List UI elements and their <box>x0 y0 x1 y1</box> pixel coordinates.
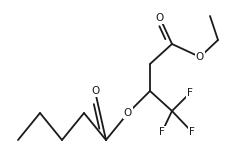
Text: O: O <box>156 13 164 23</box>
Text: O: O <box>196 52 204 62</box>
Text: F: F <box>159 127 165 137</box>
Text: O: O <box>124 108 132 118</box>
Text: F: F <box>187 88 193 98</box>
Text: O: O <box>91 86 99 96</box>
Text: F: F <box>189 127 195 137</box>
